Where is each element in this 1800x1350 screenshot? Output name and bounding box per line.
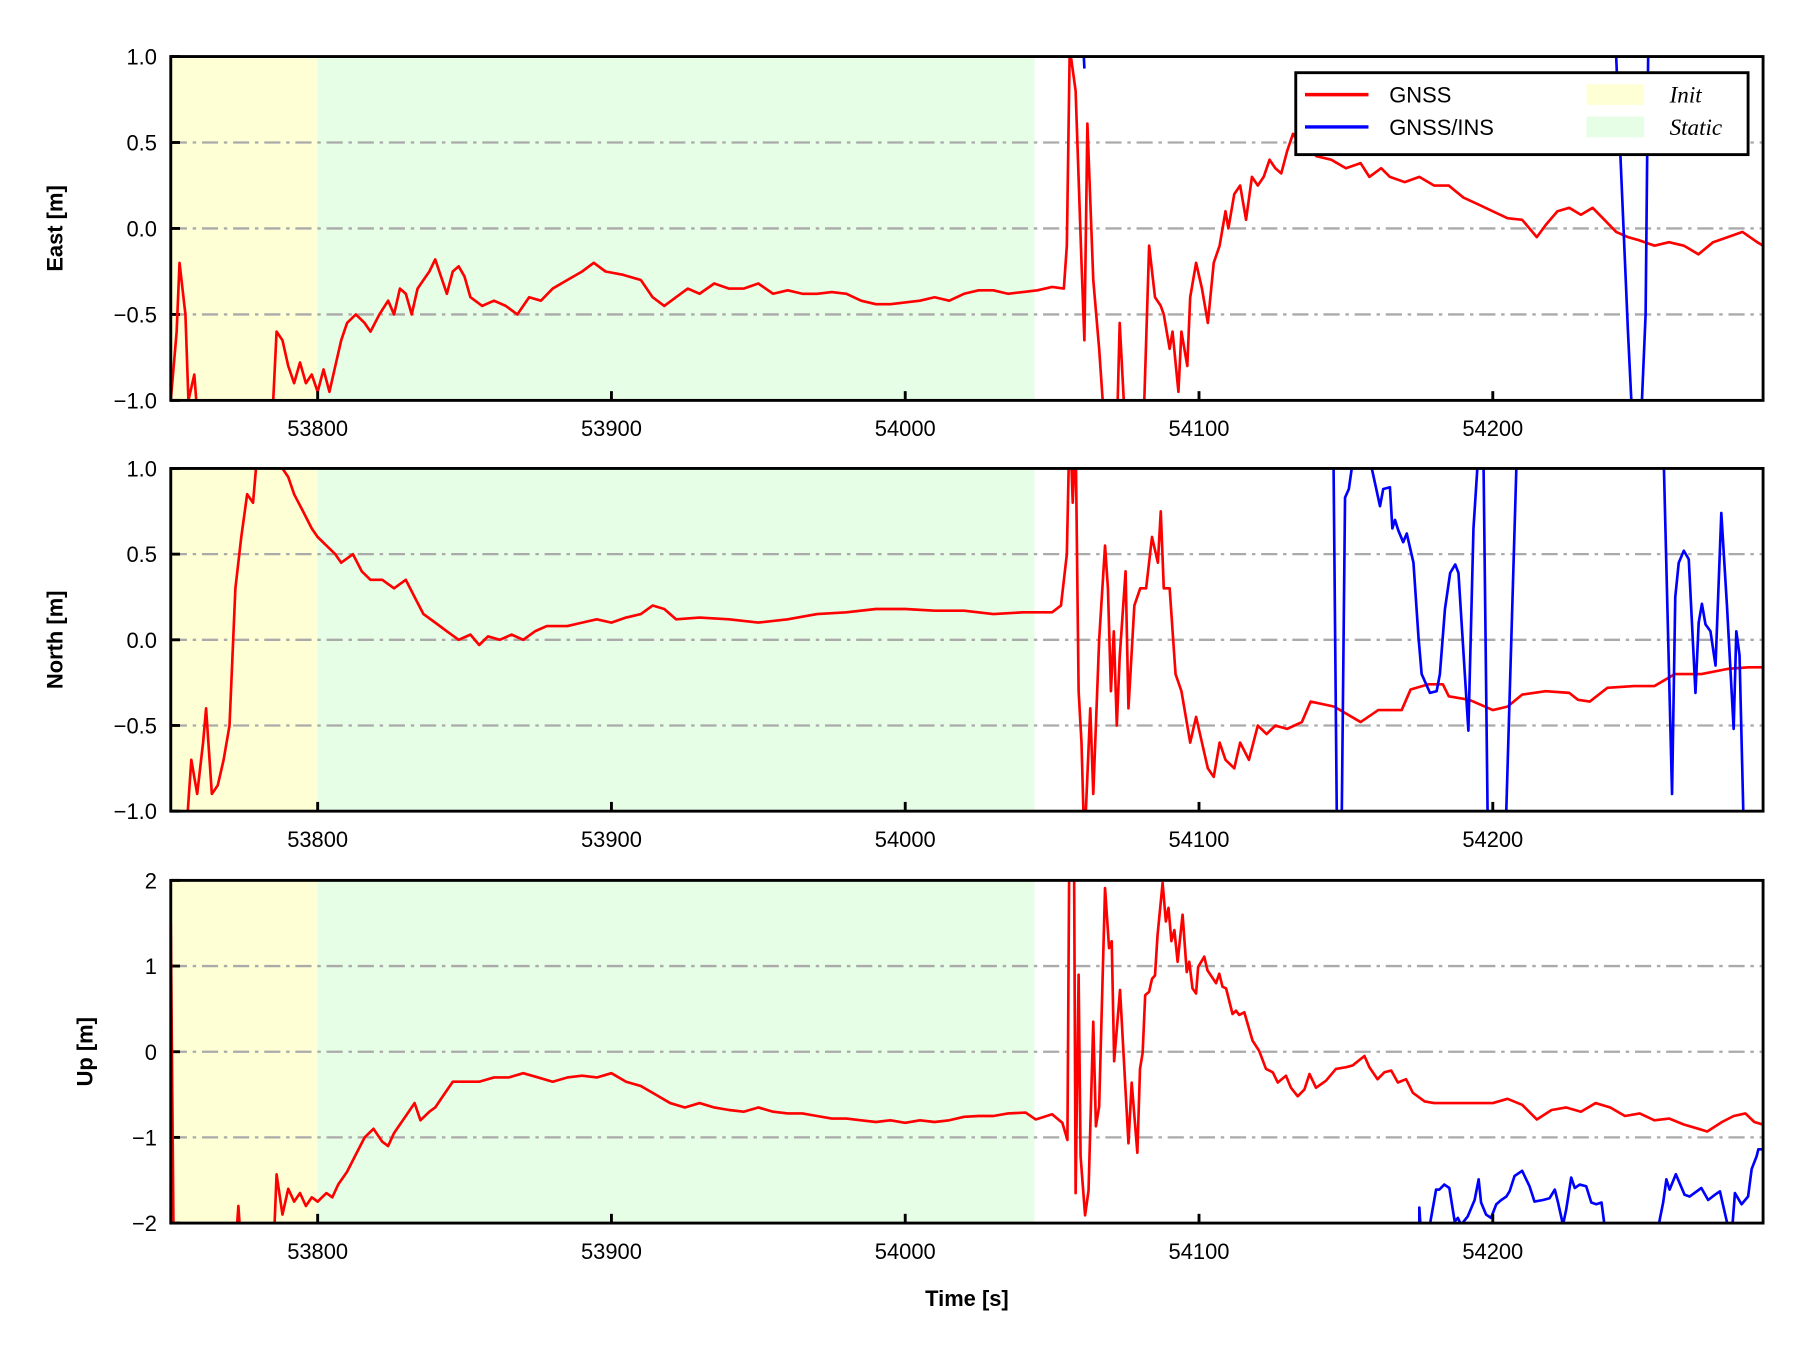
legend-label: GNSS/INS (1389, 115, 1494, 140)
x-tick-label: 53800 (287, 827, 348, 852)
x-tick-label: 53800 (287, 416, 348, 441)
y-tick-label: 1 (145, 954, 157, 979)
series-line-gnss (170, 880, 1764, 1224)
x-tick-label: 54000 (875, 416, 936, 441)
x-tick-label: 54200 (1462, 1239, 1523, 1264)
legend-patch-init (1586, 84, 1645, 105)
y-tick-label: 1.0 (126, 457, 156, 482)
axes-frame (169, 55, 1765, 402)
y-tick-label: 0.5 (126, 131, 156, 156)
x-tick-label: 53900 (581, 416, 642, 441)
legend-box (1294, 71, 1750, 157)
x-axis-label: Time [s] (925, 1286, 1009, 1311)
series-line-gnss (170, 56, 1764, 401)
y-tick-label: 0 (145, 1040, 157, 1065)
y-tick-label: −2 (132, 1211, 157, 1236)
y-axis-label: North [m] (42, 591, 67, 690)
y-tick-label: 1.0 (126, 45, 156, 70)
x-tick-label: 54200 (1462, 416, 1523, 441)
series-line-gnss-ins (1418, 1206, 1422, 1224)
x-tick-label: 54100 (1169, 827, 1230, 852)
y-tick-label: −0.5 (114, 714, 157, 739)
panel-up: 2 1 0 −1 −2 53800 53900 54000 54100 54200 Up [m] (72, 868, 1765, 1264)
y-tick-label: 2 (145, 868, 157, 893)
axes-frame (169, 878, 1765, 1225)
series-line-gnss-ins (1657, 1148, 1764, 1224)
x-tick-label: 54000 (875, 1239, 936, 1264)
x-tick-label: 54000 (875, 827, 936, 852)
x-tick-label: 53900 (581, 827, 642, 852)
series-line-gnss-ins (1082, 56, 1086, 69)
y-tick-label: −1.0 (114, 388, 157, 413)
y-tick-label: −1.0 (114, 799, 157, 824)
legend-label: Init (1669, 82, 1703, 108)
series-line-gnss (170, 468, 1764, 812)
legend-patch-static (1586, 116, 1645, 138)
x-tick-label: 54100 (1169, 416, 1230, 441)
y-tick-label: 0.5 (126, 542, 156, 567)
legend: GNSS GNSS/INS Init Static (1294, 71, 1750, 157)
x-tick-label: 53900 (581, 1239, 642, 1264)
y-tick-label: −1 (132, 1125, 157, 1150)
legend-label: Static (1670, 114, 1723, 140)
x-tick-label: 54100 (1169, 1239, 1230, 1264)
series-line-gnss-ins (1662, 468, 1745, 812)
y-tick-label: 0.0 (126, 628, 156, 653)
legend-label: GNSS (1389, 83, 1451, 108)
x-tick-label: 54200 (1462, 827, 1523, 852)
panel-east: 1.0 0.5 0.0 −0.5 −1.0 53800 53900 54000 54100 542… (42, 45, 1765, 441)
panel-north: 1.0 0.5 0.0 −0.5 −1.0 53800 53900 54000 54100 542… (42, 457, 1765, 852)
y-tick-label: −0.5 (114, 303, 157, 328)
series-line-gnss-ins (1428, 1169, 1606, 1224)
x-tick-label: 53800 (287, 1239, 348, 1264)
axes-frame (169, 467, 1765, 813)
y-tick-label: 0.0 (126, 217, 156, 242)
y-axis-label: East [m] (42, 185, 67, 271)
series-line-gnss-ins (1332, 468, 1518, 812)
y-axis-label: Up [m] (72, 1017, 97, 1086)
